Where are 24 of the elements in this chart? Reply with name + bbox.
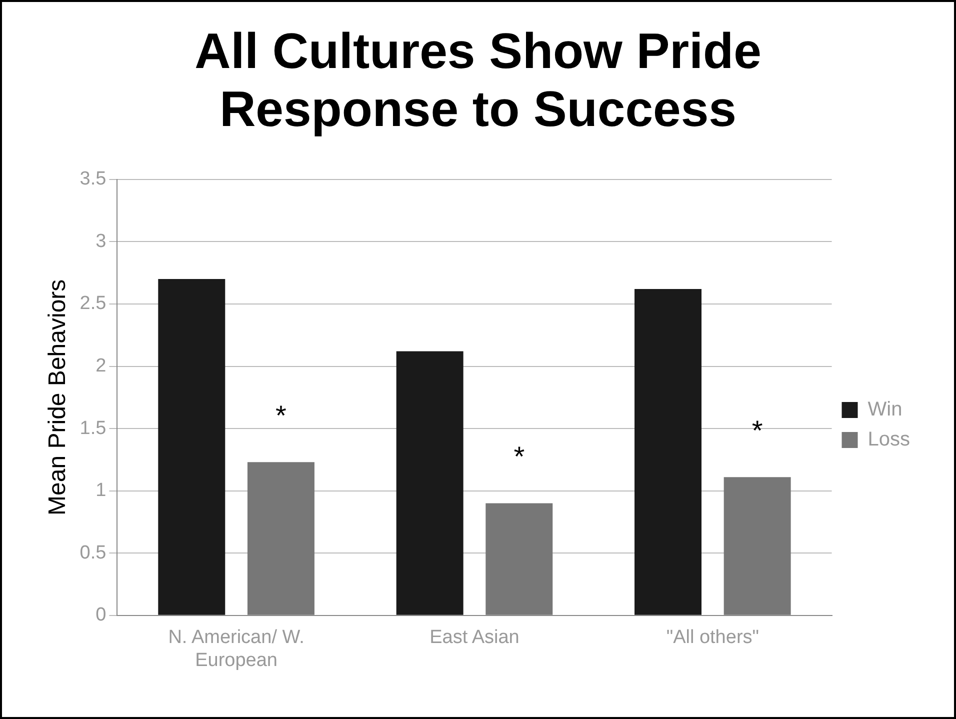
y-tick-label: 0.5	[80, 542, 106, 564]
annotation: *	[752, 414, 763, 446]
bar	[486, 503, 553, 615]
legend-label: Loss	[868, 428, 910, 451]
y-tick-label: 3.5	[80, 168, 106, 190]
bar	[158, 279, 226, 615]
y-tick-label: 2	[96, 355, 106, 376]
annotation: *	[514, 441, 525, 472]
y-axis-title: Mean Pride Behaviors	[44, 279, 72, 516]
y-tick-label: 1	[96, 480, 106, 502]
x-tick-label: N. American/ W. European	[168, 627, 304, 671]
y-tick-label: 3	[96, 230, 106, 252]
x-tick-label: East Asian	[430, 627, 520, 648]
bar	[724, 477, 791, 615]
bar	[396, 351, 464, 615]
y-tick-label: 1.5	[80, 418, 106, 439]
y-tick-label: 0	[96, 604, 106, 626]
legend-label: Win	[868, 398, 902, 421]
bar	[634, 289, 702, 615]
y-tick-label: 2.5	[80, 293, 106, 314]
chart-title: All Cultures Show Pride Response to Success	[194, 22, 762, 138]
x-tick-label: "All others"	[666, 627, 760, 648]
bar	[247, 462, 314, 615]
annotation: *	[276, 400, 287, 431]
